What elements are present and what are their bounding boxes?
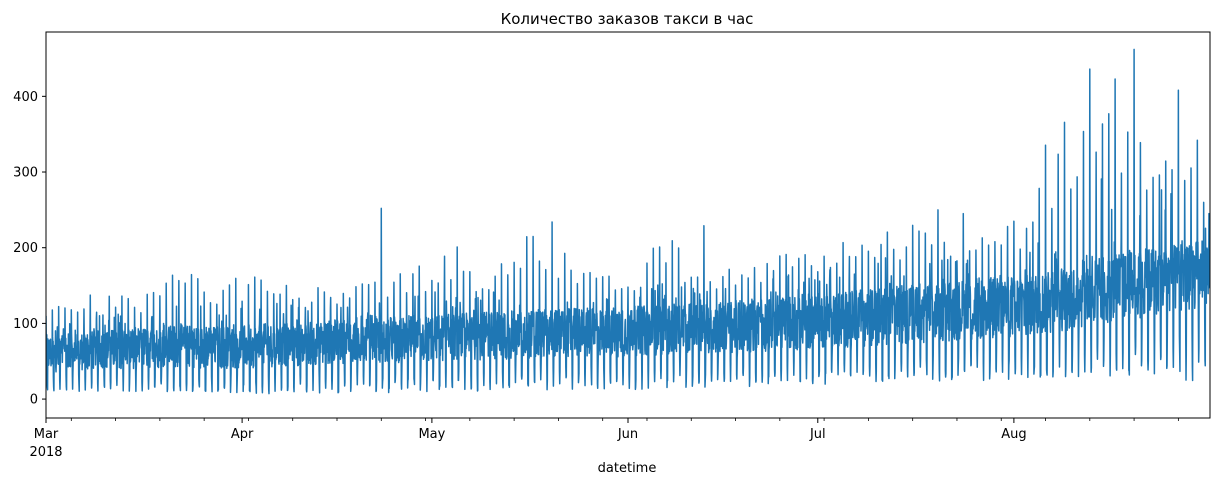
y-tick-label: 200 (13, 241, 38, 256)
x-axis: Mar 2018 Apr May Jun Jul Aug (29, 418, 1179, 460)
x-tick-label: Jul (809, 427, 826, 442)
y-tick-label: 0 (30, 393, 38, 408)
series-line (46, 48, 1210, 395)
plot-area (46, 48, 1210, 395)
y-tick-label: 100 (13, 317, 38, 332)
x-axis-label: datetime (598, 461, 657, 476)
x-tick-label: Jun (617, 427, 638, 442)
x-tick-sublabel: 2018 (29, 445, 62, 460)
y-axis: 0 100 200 300 400 (13, 90, 46, 408)
y-tick-label: 300 (13, 166, 38, 181)
x-tick-label: Apr (231, 427, 254, 442)
y-tick-label: 400 (13, 90, 38, 105)
chart-title: Количество заказов такси в час (501, 10, 754, 28)
x-tick-label: Aug (1001, 427, 1026, 442)
x-tick-label: Mar (34, 427, 59, 442)
x-tick-label: May (418, 427, 445, 442)
